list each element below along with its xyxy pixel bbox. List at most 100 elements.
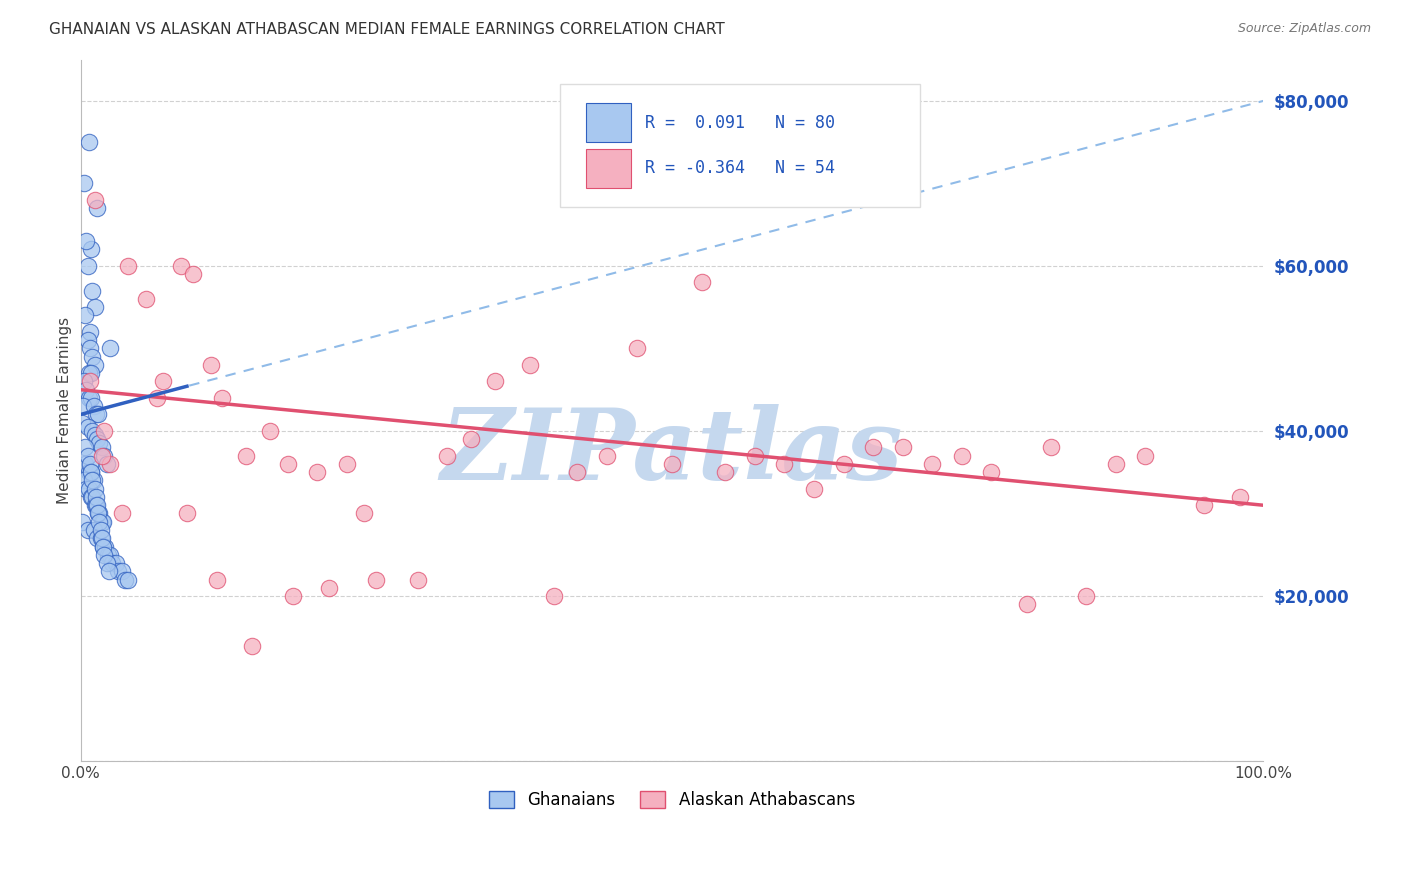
Point [773, 457, 796, 471]
Point [73, 474, 96, 488]
Point [87, 507, 110, 521]
Point [73, 177, 96, 191]
Point [83, 482, 105, 496]
Point [1133, 449, 1156, 463]
Point [105, 556, 128, 570]
Point [77, 391, 100, 405]
Text: Source: ZipAtlas.com: Source: ZipAtlas.com [1237, 22, 1371, 36]
Point [318, 581, 340, 595]
Point [90, 531, 112, 545]
Point [70, 515, 93, 529]
Point [84, 408, 107, 422]
Point [832, 457, 855, 471]
Point [75, 234, 97, 248]
Point [89, 436, 111, 450]
Point [307, 465, 329, 479]
Point [82, 350, 104, 364]
Point [111, 507, 134, 521]
Point [406, 573, 429, 587]
Point [1039, 441, 1062, 455]
Point [79, 457, 101, 471]
Point [80, 243, 103, 257]
Point [714, 465, 737, 479]
Point [77, 465, 100, 479]
Point [235, 449, 257, 463]
Point [117, 259, 139, 273]
Point [83, 523, 105, 537]
Point [70, 416, 93, 430]
Point [80, 465, 103, 479]
Point [80, 391, 103, 405]
Point [82, 490, 104, 504]
Point [97, 564, 120, 578]
Point [82, 474, 104, 488]
Point [90, 531, 112, 545]
Point [690, 276, 713, 290]
Point [111, 564, 134, 578]
Point [353, 507, 375, 521]
Point [1104, 457, 1126, 471]
Point [79, 342, 101, 356]
Point [76, 449, 98, 463]
Point [83, 498, 105, 512]
Point [93, 548, 115, 562]
Point [75, 309, 97, 323]
Point [82, 424, 104, 438]
Point [366, 573, 388, 587]
Point [176, 507, 198, 521]
Point [89, 507, 111, 521]
Point [82, 284, 104, 298]
Point [436, 449, 458, 463]
Point [79, 325, 101, 339]
Point [101, 556, 124, 570]
Point [77, 482, 100, 496]
Point [80, 366, 103, 380]
Point [77, 366, 100, 380]
Point [661, 457, 683, 471]
Point [200, 358, 222, 372]
Point [146, 391, 169, 405]
Point [77, 135, 100, 149]
Point [336, 457, 359, 471]
Point [83, 428, 105, 442]
Point [83, 474, 105, 488]
Point [460, 432, 482, 446]
Point [80, 490, 103, 504]
Point [90, 515, 112, 529]
Point [86, 432, 108, 446]
Point [980, 465, 1002, 479]
Point [259, 424, 281, 438]
Point [84, 490, 107, 504]
Point [277, 457, 299, 471]
Point [80, 465, 103, 479]
Point [91, 540, 114, 554]
Point [90, 441, 112, 455]
Point [86, 531, 108, 545]
Point [181, 267, 204, 281]
Point [205, 573, 228, 587]
Point [75, 383, 97, 397]
Point [1015, 597, 1038, 611]
Point [97, 548, 120, 562]
Point [79, 375, 101, 389]
Point [1194, 498, 1216, 512]
Point [96, 457, 118, 471]
Point [135, 292, 157, 306]
Point [117, 573, 139, 587]
Point [114, 573, 136, 587]
Point [86, 498, 108, 512]
Point [76, 333, 98, 347]
Point [90, 449, 112, 463]
Point [626, 342, 648, 356]
Point [83, 300, 105, 314]
Point [96, 556, 118, 570]
Point [152, 375, 174, 389]
Point [862, 441, 884, 455]
Point [803, 482, 825, 496]
Point [543, 589, 565, 603]
Point [1229, 490, 1251, 504]
Point [98, 548, 121, 562]
Point [94, 540, 117, 554]
Point [484, 375, 506, 389]
Point [93, 424, 115, 438]
